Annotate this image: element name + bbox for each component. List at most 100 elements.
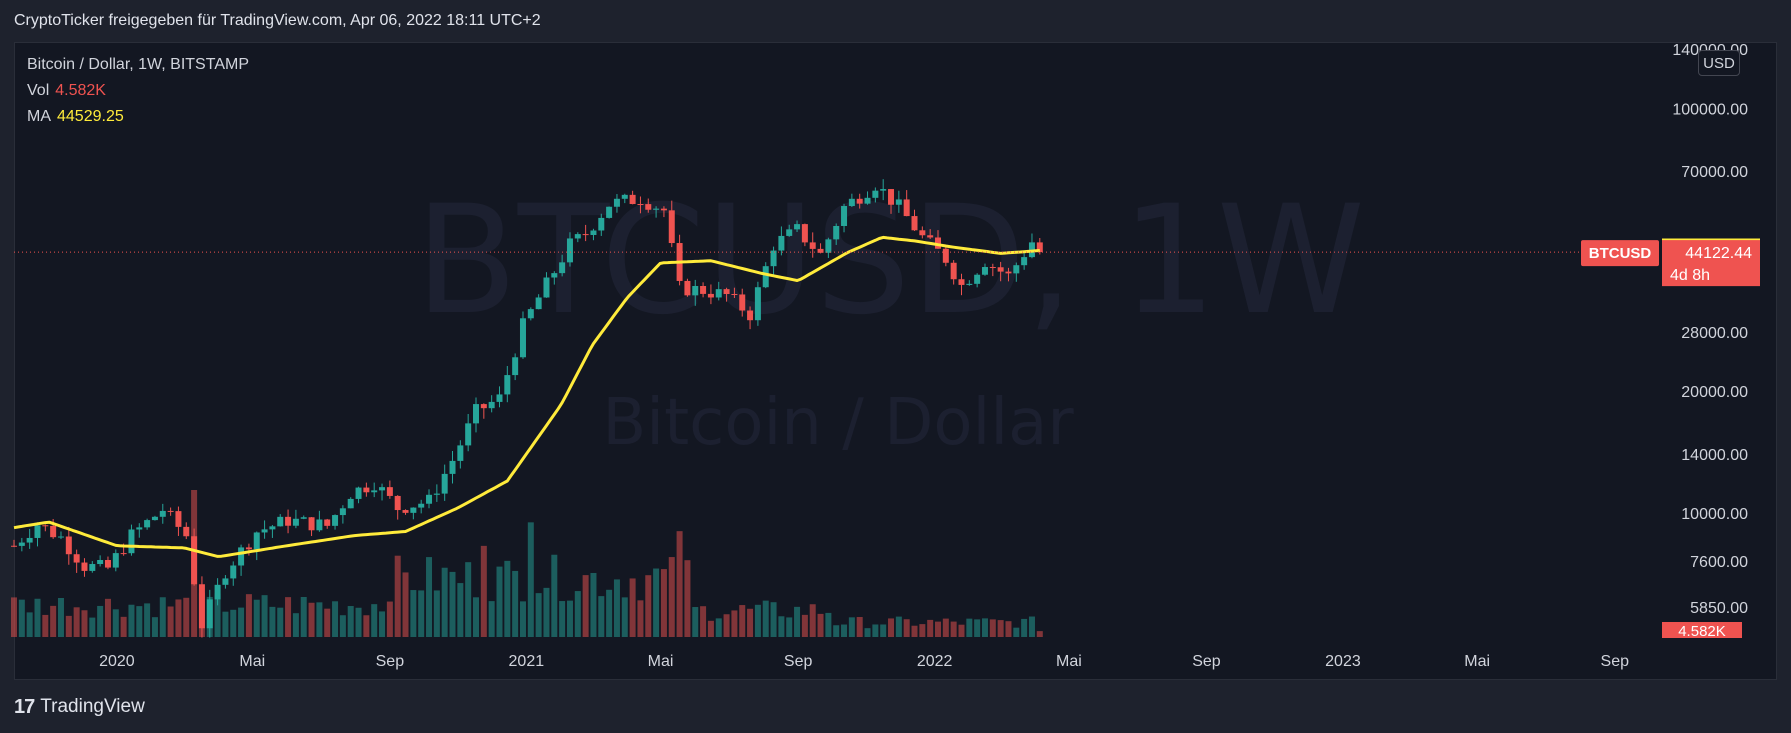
candle-body [81, 562, 88, 571]
candle-body [692, 286, 699, 296]
candle-body [981, 267, 988, 275]
candle-body [136, 527, 143, 530]
volume-bar [410, 590, 417, 637]
candle-body [966, 283, 973, 285]
volume-bar [261, 595, 268, 637]
candle-body [809, 242, 816, 249]
legend-ma-label: MA [27, 108, 51, 125]
volume-tag-text: 4.582K [1678, 623, 1726, 640]
candle-body [754, 287, 761, 321]
candle-body [841, 206, 848, 226]
candle-body [433, 493, 440, 495]
volume-bar [645, 575, 652, 637]
x-tick-label: Mai [648, 653, 674, 670]
volume-bar [739, 605, 746, 637]
candle-body [277, 516, 284, 527]
volume-bar [159, 597, 166, 637]
footer-brand[interactable]: 17 TradingView [14, 690, 145, 724]
volume-bar [50, 605, 57, 637]
candle-body [339, 508, 346, 516]
candle-body [598, 217, 605, 231]
candle-body [927, 235, 934, 238]
volume-bar [1036, 631, 1043, 637]
candle-body [386, 487, 393, 496]
y-tick-label: 28000.00 [1681, 325, 1748, 342]
candle-body [770, 250, 777, 267]
candle-body [402, 510, 409, 513]
x-tick-label: Sep [1192, 653, 1221, 670]
candle-body [739, 294, 746, 311]
volume-bar [935, 621, 941, 637]
candle-body [394, 495, 401, 511]
legend-volume[interactable]: Vol 4.582K [27, 78, 249, 104]
volume-bar [371, 604, 378, 637]
volume-bar [496, 566, 503, 637]
candle-body [668, 210, 675, 244]
candle-body [747, 310, 754, 321]
volume-bar [175, 599, 182, 637]
candle-body [606, 206, 613, 218]
candle-body [167, 510, 174, 512]
volume-bar [222, 611, 229, 637]
candle-body [308, 517, 315, 531]
symbol-tag [1581, 240, 1659, 267]
candle-body [73, 554, 80, 563]
candle-body [97, 559, 104, 565]
volume-bar [903, 619, 910, 637]
legend-ma[interactable]: MA 44529.25 [27, 104, 249, 130]
volume-bar [794, 606, 801, 637]
volume-bar [551, 554, 558, 637]
volume-bar [324, 608, 331, 637]
candle-body [363, 487, 370, 493]
tradingview-logo-icon: 17 [14, 695, 35, 718]
candle-body [57, 536, 64, 538]
volume-bar [245, 594, 252, 637]
candle-body [473, 404, 479, 424]
candle-body [488, 401, 495, 409]
volume-bar [394, 555, 401, 637]
currency-button[interactable]: USD [1698, 50, 1740, 76]
x-tick-label: 2022 [917, 653, 953, 670]
candle-body [989, 267, 996, 269]
x-tick-label: Sep [376, 653, 405, 670]
candle-body [465, 423, 472, 446]
volume-bar [801, 614, 808, 637]
candle-body [371, 490, 378, 493]
candle-body [159, 510, 166, 517]
volume-bar [151, 617, 158, 637]
volume-bar [292, 613, 299, 637]
candle-body [151, 516, 158, 521]
candle-body [144, 520, 151, 528]
candle-body [535, 297, 542, 310]
candle-body [206, 599, 213, 629]
candle-body [1005, 271, 1012, 274]
candle-body [496, 394, 503, 402]
candle-body [230, 565, 237, 579]
volume-bar [770, 602, 777, 637]
volume-bar [613, 579, 620, 637]
candle-body [551, 273, 558, 278]
candle-body [324, 519, 331, 526]
candle-body [104, 559, 111, 568]
candle-body [222, 578, 229, 585]
volume-bar [57, 598, 64, 637]
volume-bar [637, 600, 644, 637]
candle-body [292, 518, 299, 526]
volume-bar [598, 596, 605, 637]
legend-symbol[interactable]: Bitcoin / Dollar, 1W, BITSTAMP [27, 56, 249, 73]
candle-body [566, 238, 573, 263]
volume-bar [97, 605, 104, 637]
candle-body [128, 529, 135, 554]
candle-body [942, 248, 949, 263]
volume-bar [981, 618, 988, 637]
volume-bar [339, 615, 346, 637]
candle-body [332, 515, 339, 526]
volume-bar [700, 606, 707, 637]
volume-bar [606, 589, 613, 637]
volume-bar [997, 620, 1004, 637]
volume-bar [128, 604, 135, 637]
volume-bar [582, 575, 589, 637]
volume-bar [316, 602, 323, 637]
chart-legend: Bitcoin / Dollar, 1W, BITSTAMP Vol 4.582K… [27, 52, 249, 130]
